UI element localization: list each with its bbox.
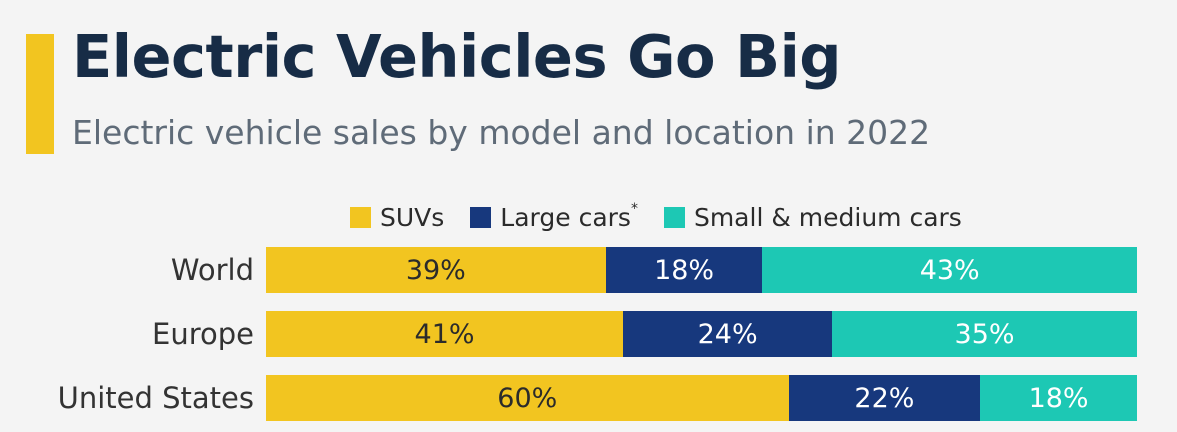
legend-swatch [663, 206, 685, 228]
legend-item-2: Small & medium cars [663, 202, 962, 232]
chart-subtitle: Electric vehicle sales by model and loca… [72, 113, 931, 152]
legend-label: Small & medium cars [693, 202, 962, 232]
title-accent-bar [26, 34, 54, 154]
bar-segment: 35% [832, 311, 1137, 357]
bar-segment: 18% [980, 375, 1137, 421]
bar-segment: 60% [266, 375, 789, 421]
legend-swatch [350, 206, 371, 228]
category-label: World [170, 253, 254, 287]
bar-segment: 22% [788, 375, 981, 421]
category-label: Europe [152, 317, 254, 351]
bar-segment: 43% [762, 247, 1137, 293]
legend-label: Large cars* [500, 200, 638, 232]
legend-item-1: Large cars* [470, 200, 638, 232]
bar-segment: 41% [266, 311, 624, 357]
legend-swatch [470, 206, 492, 228]
bar-segment: 39% [266, 247, 606, 293]
stacked-bar: 60% 22% 18% [266, 375, 1137, 421]
stacked-bar: 39% 18% 43% [266, 247, 1137, 293]
chart-title: Electric Vehicles Go Big [72, 22, 842, 91]
legend-item-0: SUVs [350, 203, 444, 232]
bar-segment: 24% [623, 311, 833, 357]
stacked-bar: 41% 24% 35% [266, 311, 1137, 357]
legend-label: SUVs [380, 202, 445, 232]
category-label: United States [57, 381, 254, 415]
chart-legend: SUVs Large cars* Small & medium cars [350, 200, 988, 234]
bar-segment: 18% [605, 247, 763, 293]
